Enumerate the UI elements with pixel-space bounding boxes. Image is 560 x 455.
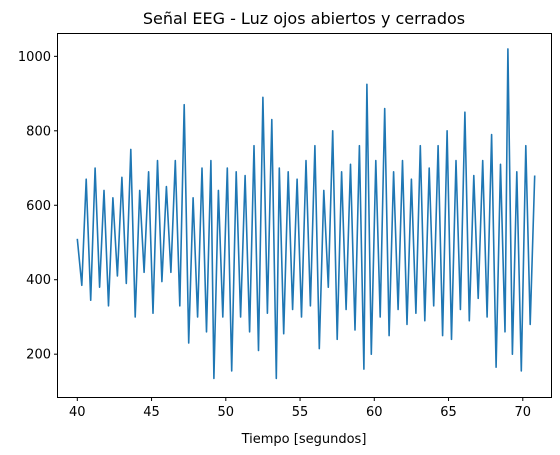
x-axis-ticks: 40 45 50 55 60 65 70 [69, 397, 531, 420]
x-tick-label: 50 [218, 405, 235, 420]
x-tick-label: 40 [69, 405, 86, 420]
y-tick-label: 200 [26, 348, 51, 363]
y-axis-ticks: 200 400 600 800 1000 [18, 50, 58, 363]
y-tick-label: 800 [26, 124, 51, 139]
y-tick-label: 400 [26, 273, 51, 288]
plot-area [76, 48, 536, 380]
eeg-signal-line [76, 48, 536, 380]
chart-title: Señal EEG - Luz ojos abiertos y cerrados [143, 9, 465, 28]
x-axis-label: Tiempo [segundos] [241, 432, 367, 447]
x-tick-label: 45 [143, 405, 160, 420]
x-tick-label: 65 [440, 405, 457, 420]
y-tick-label: 1000 [18, 50, 51, 65]
x-tick-label: 55 [292, 405, 309, 420]
y-tick-label: 600 [26, 199, 51, 214]
axes-frame [57, 33, 552, 398]
x-tick-label: 60 [366, 405, 383, 420]
x-tick-label: 70 [515, 405, 532, 420]
